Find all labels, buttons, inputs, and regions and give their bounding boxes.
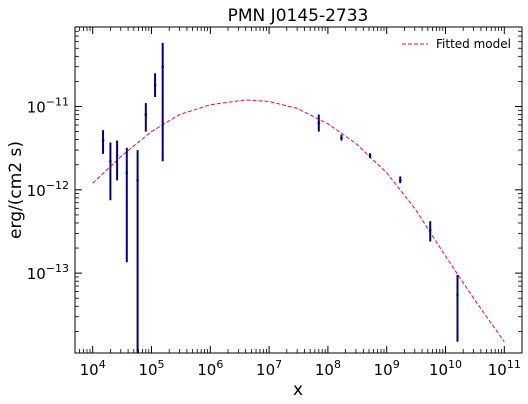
tick-label: 10−11	[27, 96, 69, 117]
data-point	[153, 73, 157, 98]
data-marker	[398, 179, 402, 182]
tick-label: 10−12	[27, 179, 69, 200]
tick-label: 109	[374, 358, 400, 379]
tick-label: 106	[197, 358, 223, 379]
data-point	[125, 147, 129, 263]
data-marker	[109, 159, 112, 163]
data-point	[115, 140, 119, 181]
errorbar-layer	[101, 42, 459, 353]
data-marker	[368, 153, 372, 157]
tick-layer: 104 105 106 107 108 109 1010 1011 10−13 10−12 10−1…	[27, 26, 523, 379]
data-point	[161, 42, 164, 162]
data-marker	[125, 171, 129, 175]
data-marker	[115, 153, 119, 157]
tick-label: 104	[80, 358, 106, 379]
data-point	[101, 130, 105, 154]
legend: Fitted model	[402, 37, 511, 51]
data-point	[368, 153, 372, 159]
data-point	[340, 134, 343, 141]
data-point	[144, 103, 148, 132]
x-axis-label: x	[293, 380, 303, 400]
tick-label: 105	[138, 358, 164, 379]
data-marker	[428, 228, 432, 232]
chart-title: PMN J0145-2733	[228, 6, 369, 26]
tick-label: 10−13	[27, 262, 69, 283]
data-marker	[340, 136, 343, 140]
tick-label: 108	[315, 358, 341, 379]
tick-label: 1010	[429, 358, 462, 379]
data-marker	[136, 179, 139, 182]
data-marker	[317, 121, 321, 125]
data-point	[109, 142, 112, 201]
data-point	[136, 150, 139, 353]
fitted-model-line	[92, 99, 505, 343]
legend-fitted-model-label: Fitted model	[436, 37, 511, 51]
data-point	[456, 274, 459, 342]
data-point	[428, 221, 432, 242]
data-marker	[456, 293, 459, 297]
data-point	[317, 114, 321, 132]
data-marker	[144, 113, 148, 116]
data-marker	[101, 139, 105, 142]
tick-label: 107	[256, 358, 282, 379]
data-point	[398, 176, 402, 184]
fitted-model-layer	[92, 99, 505, 343]
data-marker	[153, 83, 157, 87]
tick-label: 1011	[488, 358, 521, 379]
data-marker	[161, 65, 164, 69]
y-axis-label: erg/(cm2 s)	[6, 141, 26, 239]
plot-frame	[74, 26, 523, 354]
